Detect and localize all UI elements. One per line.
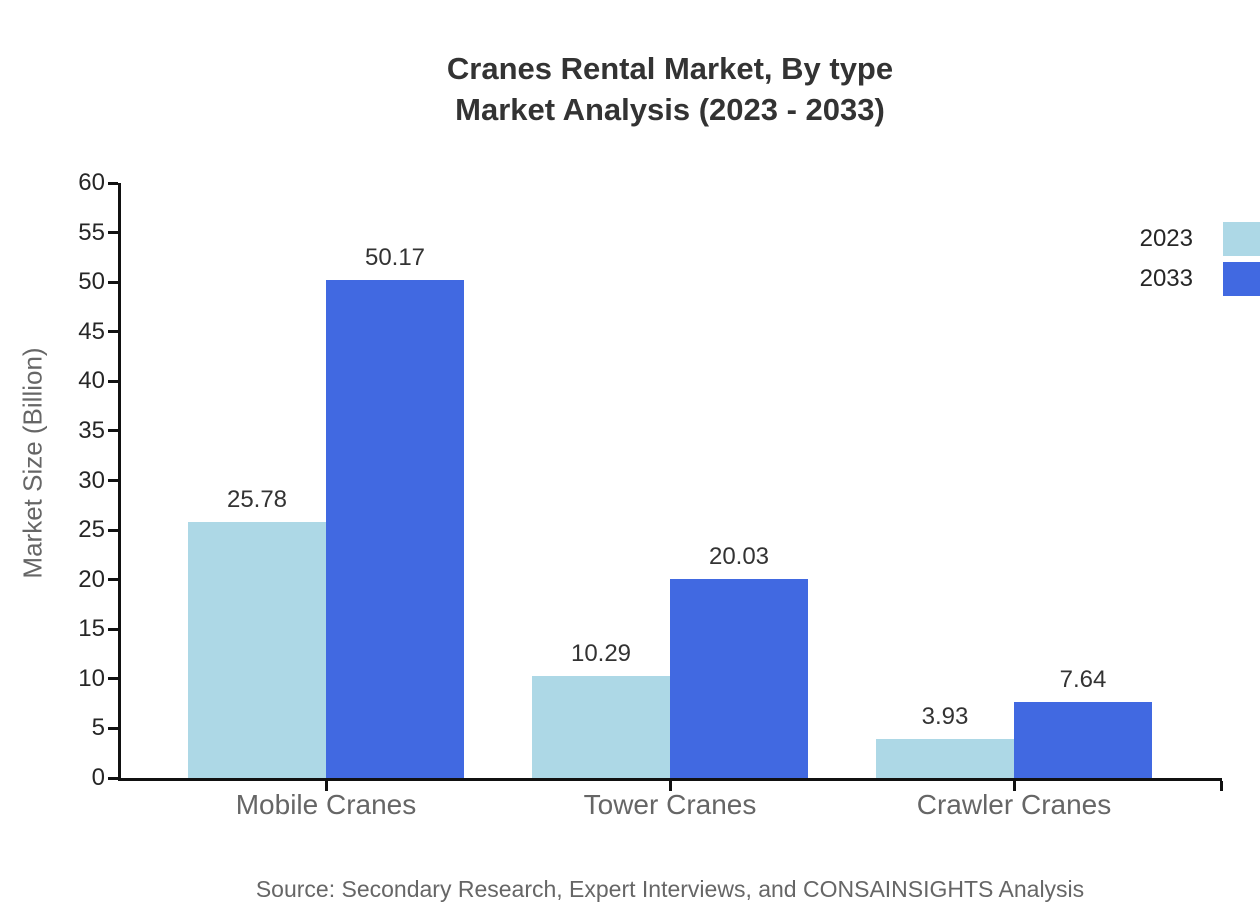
legend-swatch-2033 bbox=[1223, 262, 1260, 296]
y-tick-label: 15 bbox=[78, 615, 105, 643]
x-tick bbox=[1012, 781, 1016, 791]
y-tick-label: 5 bbox=[91, 714, 105, 742]
bar-2033-tower-cranes bbox=[670, 579, 808, 778]
y-tick-label: 20 bbox=[78, 565, 105, 593]
y-tick bbox=[108, 330, 118, 334]
y-tick-label: 45 bbox=[78, 317, 105, 345]
y-tick-label: 60 bbox=[78, 169, 105, 196]
y-tick bbox=[108, 181, 118, 185]
category-label-tower-cranes: Tower Cranes bbox=[583, 789, 757, 820]
value-label-2023-crawler-cranes: 3.93 bbox=[921, 703, 969, 731]
value-label-2033-mobile-cranes: 50.17 bbox=[364, 244, 426, 272]
y-tick-label: 0 bbox=[91, 764, 105, 791]
x-tick bbox=[668, 781, 672, 791]
bar-2023-mobile-cranes bbox=[188, 522, 326, 778]
y-tick-label: 50 bbox=[78, 268, 105, 296]
category-label-mobile-cranes: Mobile Cranes bbox=[235, 789, 417, 820]
y-tick bbox=[108, 627, 118, 631]
category-label-crawler-cranes: Crawler Cranes bbox=[916, 789, 1112, 820]
legend-label: 2023 bbox=[1139, 225, 1193, 252]
y-axis-title: Market Size (Billion) bbox=[17, 347, 48, 579]
bar-2023-crawler-cranes bbox=[876, 739, 1014, 778]
y-tick-label: 55 bbox=[78, 218, 105, 246]
y-tick bbox=[108, 231, 118, 235]
y-tick bbox=[108, 528, 118, 532]
value-label-2023-tower-cranes: 10.29 bbox=[570, 639, 632, 667]
y-tick bbox=[108, 280, 118, 284]
value-label-2023-mobile-cranes: 25.78 bbox=[226, 486, 288, 514]
bar-2033-crawler-cranes bbox=[1014, 702, 1152, 778]
y-tick-label: 10 bbox=[78, 664, 105, 692]
y-tick bbox=[108, 776, 118, 780]
bar-2023-tower-cranes bbox=[532, 675, 670, 778]
legend-label: 2033 bbox=[1139, 265, 1193, 292]
chart-title-line2: Market Analysis (2023 - 2033) bbox=[455, 92, 885, 127]
x-tick bbox=[324, 781, 328, 791]
y-tick-label: 40 bbox=[78, 367, 105, 395]
y-tick-label: 25 bbox=[78, 516, 105, 544]
chart-title: Cranes Rental Market, By type Market Ana… bbox=[118, 48, 1222, 130]
y-tick bbox=[108, 429, 118, 433]
legend-item-2023: 2023 bbox=[1140, 219, 1260, 259]
y-tick-label: 30 bbox=[78, 466, 105, 494]
y-tick bbox=[108, 379, 118, 383]
y-tick-label: 35 bbox=[78, 416, 105, 444]
source-note: Source: Secondary Research, Expert Inter… bbox=[255, 876, 1085, 902]
x-axis-end-tick bbox=[1220, 781, 1223, 791]
legend: 2023 2033 bbox=[1140, 219, 1260, 299]
plot-area: 0 5 10 15 20 25 30 35 40 45 50 55 60 25.78 50.17 Mobile… bbox=[78, 169, 1223, 820]
bar-2033-mobile-cranes bbox=[326, 280, 464, 778]
legend-swatch-2023 bbox=[1223, 222, 1260, 256]
y-tick bbox=[108, 726, 118, 730]
y-tick bbox=[108, 677, 118, 681]
legend-item-2033: 2033 bbox=[1140, 259, 1260, 299]
chart-title-line1: Cranes Rental Market, By type bbox=[446, 51, 894, 86]
y-tick bbox=[108, 578, 118, 582]
y-tick bbox=[108, 479, 118, 482]
value-label-2033-tower-cranes: 20.03 bbox=[708, 543, 770, 571]
value-label-2033-crawler-cranes: 7.64 bbox=[1059, 666, 1107, 694]
